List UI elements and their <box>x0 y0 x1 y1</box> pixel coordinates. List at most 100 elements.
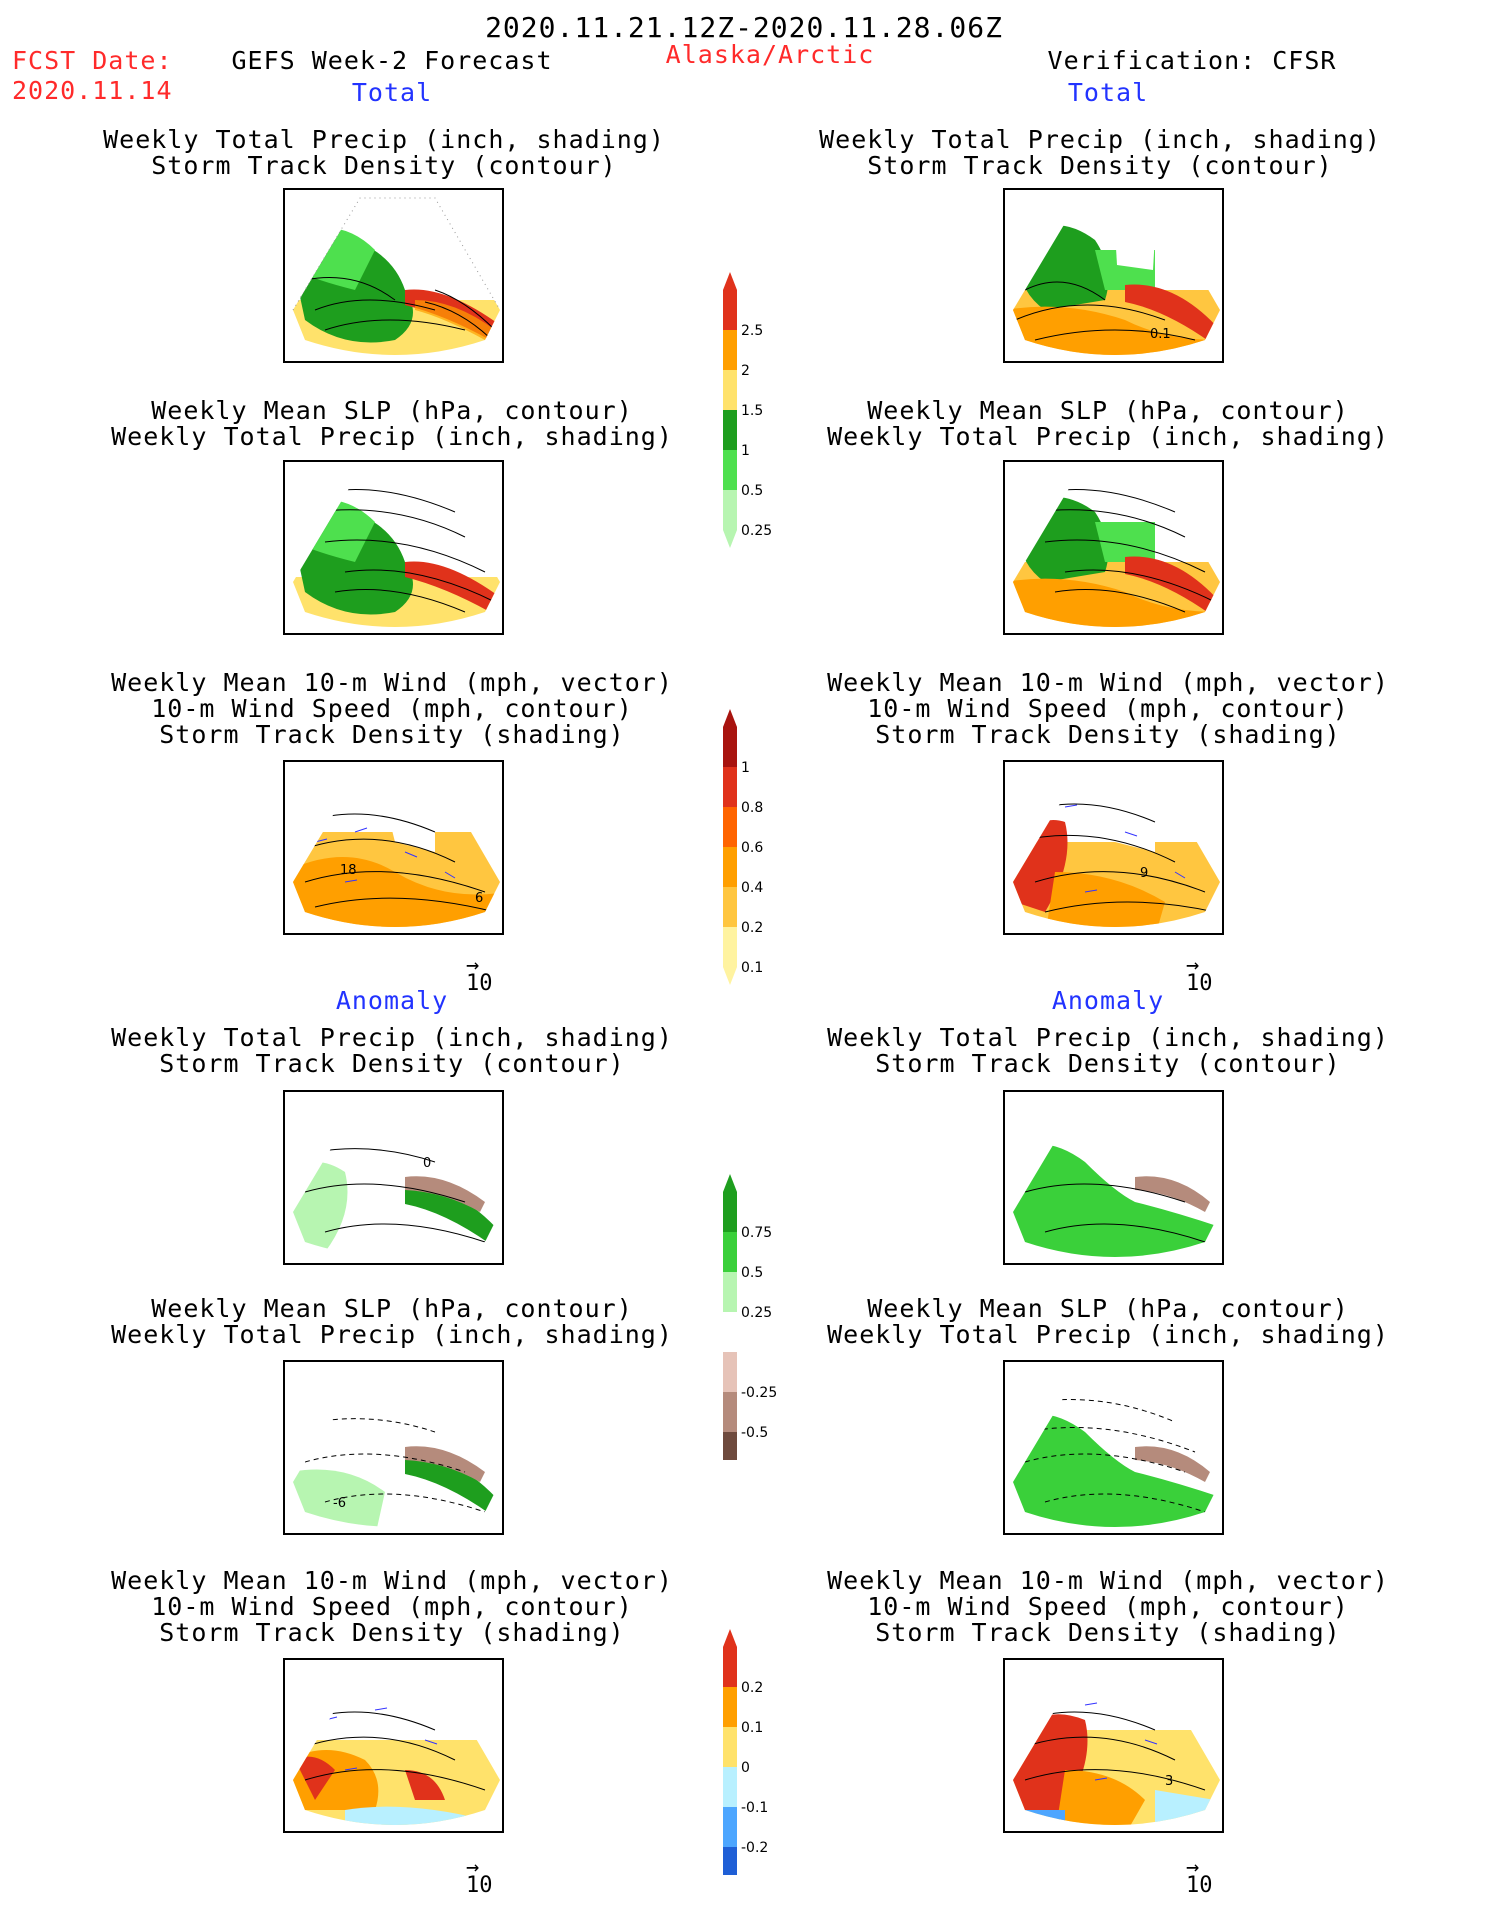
colorbar-segment <box>723 330 737 370</box>
colorbar-tick-label: 1 <box>741 760 750 776</box>
vector-ref-label: 10 <box>466 1873 493 1898</box>
map-total-precip-right: 0.1 <box>1003 188 1224 363</box>
colorbar-arrow-top <box>723 272 737 290</box>
colorbar-segment <box>723 1687 737 1727</box>
panel-title-anom-wind-left: Weekly Mean 10-m Wind (mph, vector) 10-m … <box>111 1566 673 1647</box>
colorbar-storm-anom: 0.2 0.1 0 -0.1 -0.2 <box>723 1629 768 1875</box>
section-anomaly-left: Anomaly <box>335 986 449 1015</box>
colorbar-tick-label: 0.8 <box>741 800 763 816</box>
colorbar-arrow-top <box>723 1174 737 1192</box>
colorbar-segment <box>723 410 737 450</box>
colorbar-segment <box>723 490 737 530</box>
colorbar-segment <box>723 370 737 410</box>
colorbar-arrow-top <box>723 709 737 727</box>
panel-title-total-precip-left: Weekly Total Precip (inch, shading) Storm… <box>103 125 665 180</box>
colorbar-segment <box>723 1312 737 1352</box>
panel-title-anom-slp-right: Weekly Mean SLP (hPa, contour) Weekly Tot… <box>827 1294 1389 1349</box>
colorbar-tick-label: 0.2 <box>741 1680 763 1696</box>
section-total-left: Total <box>351 78 433 107</box>
colorbar-tick-label: -0.1 <box>741 1800 768 1816</box>
verification-title: Verification: CFSR <box>1047 46 1337 75</box>
map-anom-wind-left <box>283 1658 504 1833</box>
colorbar-segment <box>723 1272 737 1312</box>
colorbar-tick-label: 0.1 <box>741 960 763 976</box>
colorbar-tick-label: 0.4 <box>741 880 763 896</box>
map-total-slp-left <box>283 460 504 635</box>
colorbar-segment <box>723 1767 737 1807</box>
fcst-date-label: FCST Date: <box>12 46 173 75</box>
colorbar-tick-label: 1 <box>741 443 750 459</box>
contour-label: -6 <box>333 1496 346 1511</box>
colorbar-precip-total: 2.5 2 1.5 1 0.5 0.25 <box>723 272 772 548</box>
colorbar-segment <box>723 1807 737 1847</box>
colorbar-tick-label: 2 <box>741 363 750 379</box>
map-total-precip-left <box>283 188 504 363</box>
map-anom-precip-left: 0 <box>283 1090 504 1265</box>
colorbar-tick-label: 0.25 <box>741 1305 772 1321</box>
panel-title-anom-slp-left: Weekly Mean SLP (hPa, contour) Weekly Tot… <box>111 1294 673 1349</box>
vector-ref-arrow-icon: → <box>466 953 480 978</box>
contour-label: 0.1 <box>1150 327 1171 342</box>
colorbar-segment <box>723 1352 737 1392</box>
panel-title-total-wind-right: Weekly Mean 10-m Wind (mph, vector) 10-m … <box>827 668 1389 749</box>
colorbar-segment <box>723 1432 737 1460</box>
map-total-slp-right <box>1003 460 1224 635</box>
colorbar-segment <box>723 1392 737 1432</box>
section-total-right: Total <box>1067 78 1149 107</box>
colorbar-segment <box>723 727 737 767</box>
colorbar-segment <box>723 887 737 927</box>
panel-title-total-precip-right: Weekly Total Precip (inch, shading) Storm… <box>819 125 1381 180</box>
contour-label: 0 <box>423 1156 431 1171</box>
colorbar-tick-label: 0.5 <box>741 1265 763 1281</box>
vector-ref-label: 10 <box>1186 971 1213 996</box>
colorbar-segment <box>723 1727 737 1767</box>
colorbar-segment <box>723 450 737 490</box>
colorbar-arrow-bottom <box>723 530 737 548</box>
panel-title-anom-wind-right: Weekly Mean 10-m Wind (mph, vector) 10-m … <box>827 1566 1389 1647</box>
fcst-date-value: 2020.11.14 <box>12 76 173 105</box>
colorbar-tick-label: 0 <box>741 1760 750 1776</box>
panel-title-total-slp-right: Weekly Mean SLP (hPa, contour) Weekly Tot… <box>827 396 1389 451</box>
panel-title-total-wind-left: Weekly Mean 10-m Wind (mph, vector) 10-m … <box>111 668 673 749</box>
colorbar-tick-label: 0.75 <box>741 1225 772 1241</box>
colorbar-segment <box>723 767 737 807</box>
colorbar-storm-total: 1 0.8 0.6 0.4 0.2 0.1 <box>723 709 763 985</box>
colorbar-tick-label: 0.5 <box>741 483 763 499</box>
map-anom-slp-left: -6 <box>283 1360 504 1535</box>
panel-title-anom-precip-left: Weekly Total Precip (inch, shading) Storm… <box>111 1023 673 1078</box>
map-total-wind-right: 9 <box>1003 760 1224 935</box>
vector-ref-arrow-icon: → <box>1186 953 1200 978</box>
colorbar-arrow-top <box>723 1629 737 1647</box>
panel-title-anom-precip-right: Weekly Total Precip (inch, shading) Storm… <box>827 1023 1389 1078</box>
map-total-wind-left: 18 6 <box>283 760 504 935</box>
colorbar-precip-anom: 0.750.50.25-0.25-0.5-0.75 <box>723 1174 777 1460</box>
map-anom-slp-right <box>1003 1360 1224 1535</box>
colorbar-tick-label: 0.25 <box>741 523 772 539</box>
vector-ref-label: 10 <box>1186 1873 1213 1898</box>
map-anom-wind-right: 3 <box>1003 1658 1224 1833</box>
colorbar-segment <box>723 847 737 887</box>
contour-label: 18 <box>340 863 357 878</box>
colorbar-tick-label: -0.2 <box>741 1840 768 1856</box>
colorbar-segment <box>723 1192 737 1232</box>
colorbar-segment <box>723 927 737 967</box>
vector-ref-arrow-icon: → <box>1186 1855 1200 1880</box>
region-title: Alaska/Arctic <box>665 40 875 69</box>
colorbar-tick-label: 0.1 <box>741 1720 763 1736</box>
contour-label: 6 <box>475 891 483 906</box>
colorbar-tick-label: 0.2 <box>741 920 763 936</box>
colorbar-tick-label: -0.25 <box>741 1385 777 1401</box>
colorbar-segment <box>723 1232 737 1272</box>
date-range: 2020.11.21.12Z-2020.11.28.06Z <box>485 11 1003 44</box>
colorbar-arrow-bottom <box>723 967 737 985</box>
forecast-title: GEFS Week-2 Forecast <box>231 46 553 75</box>
contour-label: 3 <box>1165 1774 1173 1789</box>
contour-label: 9 <box>1140 866 1148 881</box>
section-anomaly-right: Anomaly <box>1051 986 1165 1015</box>
colorbar-segment <box>723 807 737 847</box>
panel-title-total-slp-left: Weekly Mean SLP (hPa, contour) Weekly Tot… <box>111 396 673 451</box>
colorbar-tick-label: -0.5 <box>741 1425 768 1441</box>
colorbar-tick-label: 0.6 <box>741 840 763 856</box>
colorbar-tick-label: 2.5 <box>741 323 763 339</box>
colorbar-segment <box>723 1647 737 1687</box>
